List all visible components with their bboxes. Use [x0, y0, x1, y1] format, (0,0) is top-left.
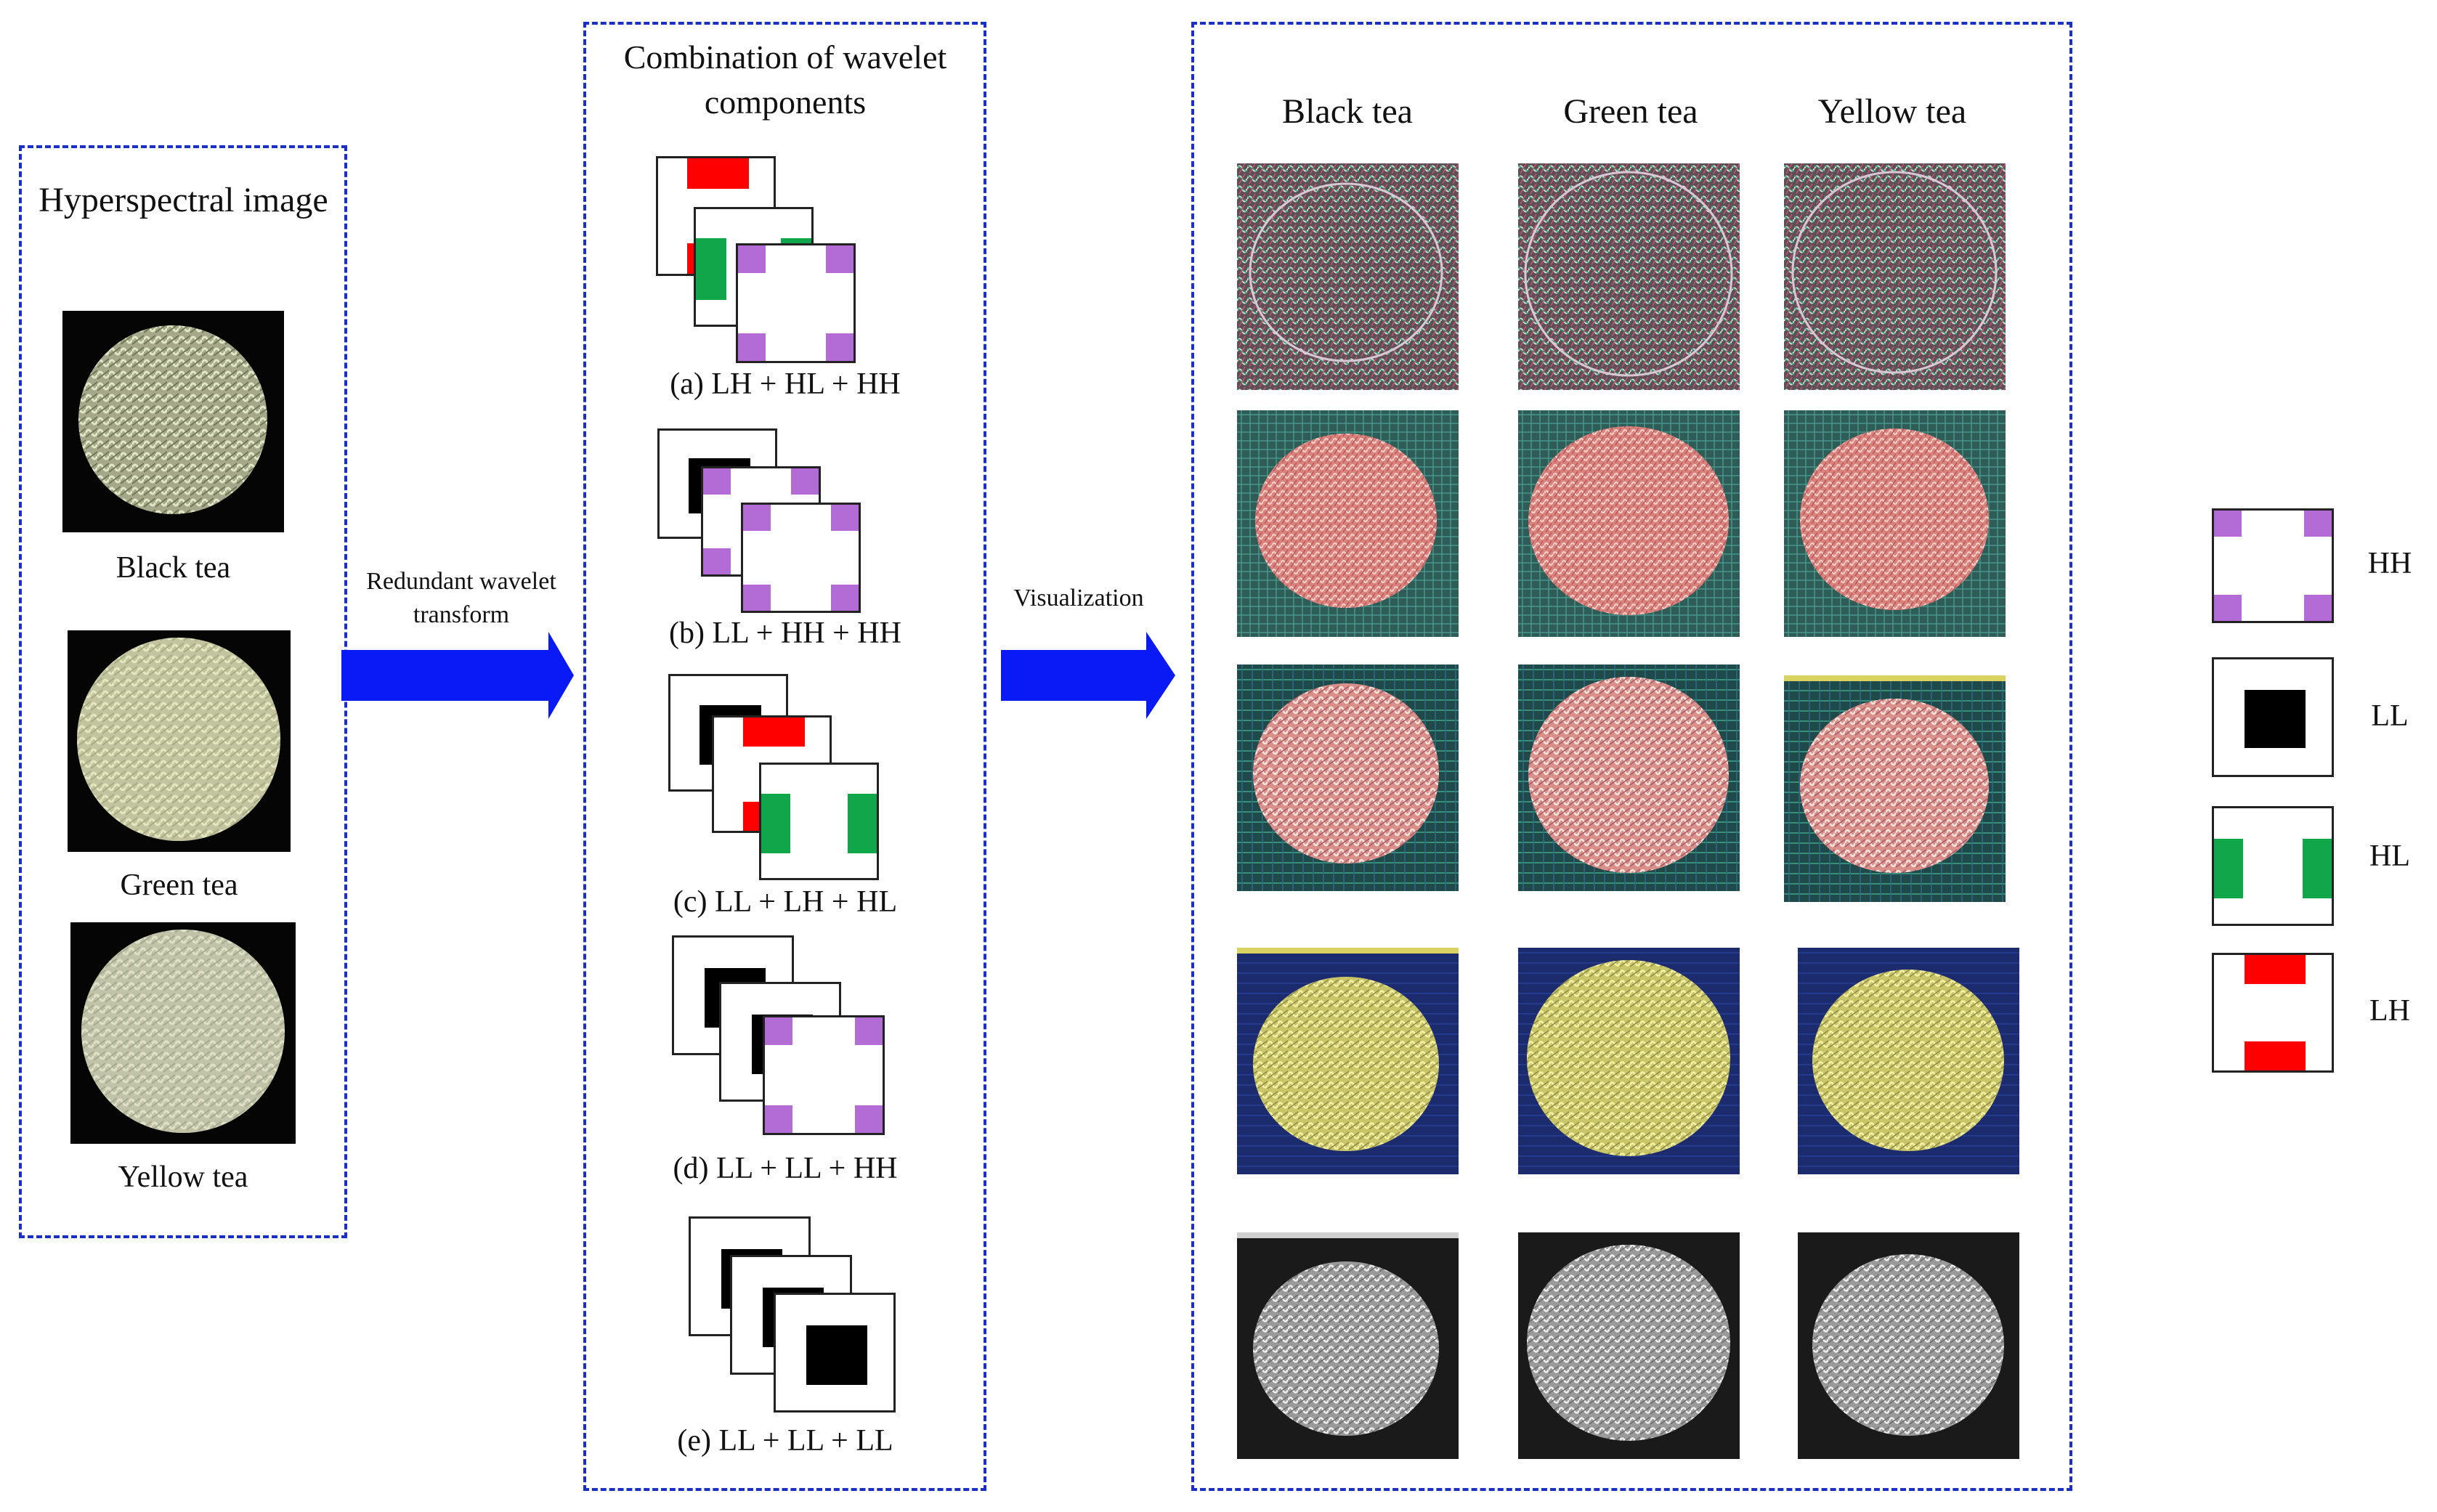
- result-a-black-tea: [1237, 163, 1459, 390]
- combo-e-label: (e) LL + LL + LL: [677, 1424, 893, 1458]
- sample-image-yellow-tea: [70, 922, 296, 1144]
- sample-image-green-tea: [68, 630, 291, 852]
- combination-title-line2: components: [704, 84, 867, 121]
- result-header-green-tea: Green tea: [1563, 92, 1698, 131]
- legend-swatch-hl: [2212, 806, 2334, 926]
- input-panel-title: Hyperspectral image: [38, 181, 328, 219]
- result-e-yellow-tea: [1798, 1232, 2019, 1459]
- combo-b-label: (b) LL + HH + HH: [669, 617, 901, 650]
- legend-label-ll: LL: [2371, 699, 2409, 733]
- result-c-yellow-tea: [1784, 675, 2006, 902]
- result-header-black-tea: Black tea: [1282, 92, 1413, 131]
- legend-swatch-lh: [2212, 953, 2334, 1073]
- legend-swatch-hh: [2212, 508, 2334, 623]
- result-e-black-tea: [1237, 1232, 1459, 1459]
- result-c-black-tea: [1237, 664, 1459, 891]
- result-d-black-tea: [1237, 948, 1459, 1174]
- combo-c-label: (c) LL + LH + HL: [673, 885, 898, 919]
- sample-label-black-tea: Black tea: [115, 551, 231, 585]
- result-c-green-tea: [1518, 664, 1740, 891]
- result-b-green-tea: [1518, 410, 1740, 637]
- result-panel: [1191, 22, 2072, 1491]
- transform-label-line2: transform: [413, 601, 510, 628]
- sample-label-green-tea: Green tea: [120, 869, 238, 902]
- result-a-yellow-tea: [1784, 163, 2006, 390]
- sample-label-yellow-tea: Yellow tea: [118, 1161, 248, 1194]
- combination-panel: [583, 22, 986, 1491]
- legend-label-lh: LH: [2369, 994, 2410, 1028]
- transform-label-line1: Redundant wavelet: [366, 568, 556, 595]
- visualization-label: Visualization: [1013, 585, 1144, 611]
- result-d-green-tea: [1518, 948, 1740, 1174]
- result-e-green-tea: [1518, 1232, 1740, 1459]
- result-b-yellow-tea: [1784, 410, 2006, 637]
- legend-swatch-ll: [2212, 657, 2334, 777]
- result-header-yellow-tea: Yellow tea: [1817, 92, 1967, 131]
- result-a-green-tea: [1518, 163, 1740, 390]
- combo-d-label: (d) LL + LL + HH: [673, 1152, 898, 1185]
- combo-a-label: (a) LH + HL + HH: [670, 367, 901, 401]
- legend-label-hl: HL: [2369, 840, 2410, 873]
- result-b-black-tea: [1237, 410, 1459, 637]
- combination-title-line1: Combination of wavelet: [623, 38, 947, 76]
- result-d-yellow-tea: [1798, 948, 2019, 1174]
- sample-image-black-tea: [62, 311, 284, 532]
- legend-label-hh: HH: [2367, 547, 2412, 580]
